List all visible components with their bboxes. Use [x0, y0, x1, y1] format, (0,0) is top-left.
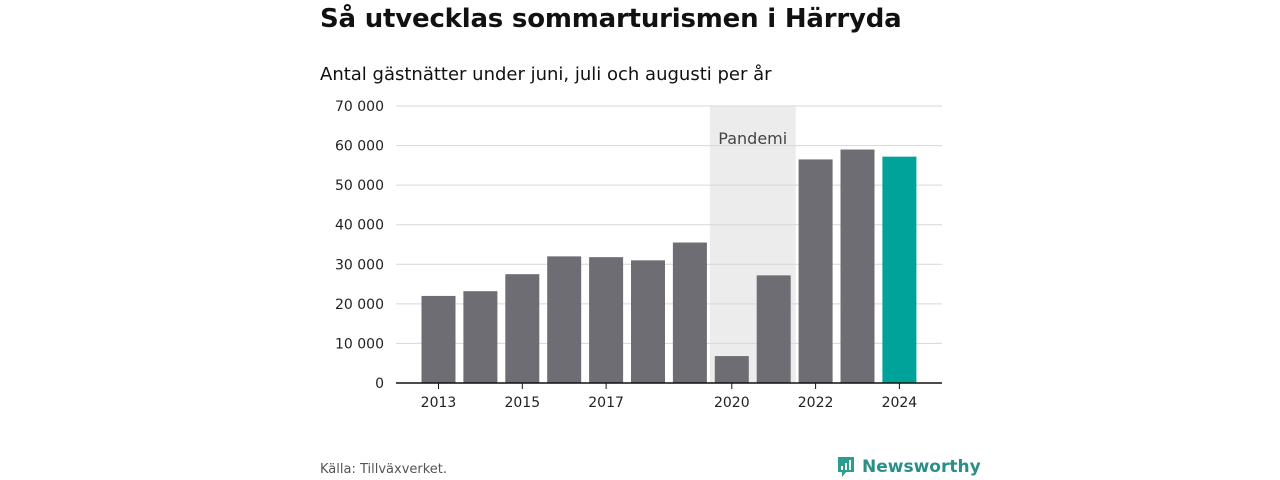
bar-2024: [882, 156, 917, 383]
bar-2017: [589, 257, 624, 383]
bar-2018: [631, 260, 665, 383]
annotation-label: Pandemi: [718, 129, 787, 148]
bar-2022: [798, 159, 833, 383]
bar-2019: [672, 242, 707, 383]
y-tick-label: 0: [375, 376, 384, 392]
bar-2023: [840, 149, 875, 383]
bar-chart: 0 10 000 20 000 30 000 40 000 50 000 60 000 70 …: [335, 99, 942, 411]
brand-logo[interactable]: Newsworthy: [836, 455, 981, 479]
x-tick-label: 2015: [504, 395, 540, 411]
y-tick-label: 10 000: [335, 336, 384, 352]
y-tick-label: 40 000: [335, 218, 384, 234]
x-tick-label: 2020: [714, 395, 750, 411]
newsworthy-logo-icon: [838, 457, 854, 477]
chart-subtitle: Antal gästnätter under juni, juli och au…: [320, 64, 772, 85]
chart-title: Så utvecklas sommarturismen i Härryda: [320, 4, 902, 34]
bar-2013: [421, 295, 456, 383]
bar-2021: [756, 275, 791, 383]
y-tick-label: 60 000: [335, 139, 384, 155]
y-tick-label: 30 000: [335, 257, 384, 273]
bar-2020: [714, 356, 749, 383]
x-tick-label: 2022: [798, 395, 834, 411]
y-tick-label: 70 000: [335, 99, 384, 115]
x-tick-label: 2024: [882, 395, 918, 411]
x-tick-label: 2017: [588, 395, 624, 411]
bar-2014: [463, 291, 498, 383]
brand-name: Newsworthy: [862, 457, 981, 477]
bar-2016: [547, 256, 582, 383]
x-tick-label: 2013: [421, 395, 457, 411]
bar-2015: [505, 274, 540, 383]
y-tick-label: 20 000: [335, 297, 384, 313]
source-note: Källa: Tillväxverket.: [320, 462, 448, 477]
y-tick-label: 50 000: [335, 178, 384, 194]
